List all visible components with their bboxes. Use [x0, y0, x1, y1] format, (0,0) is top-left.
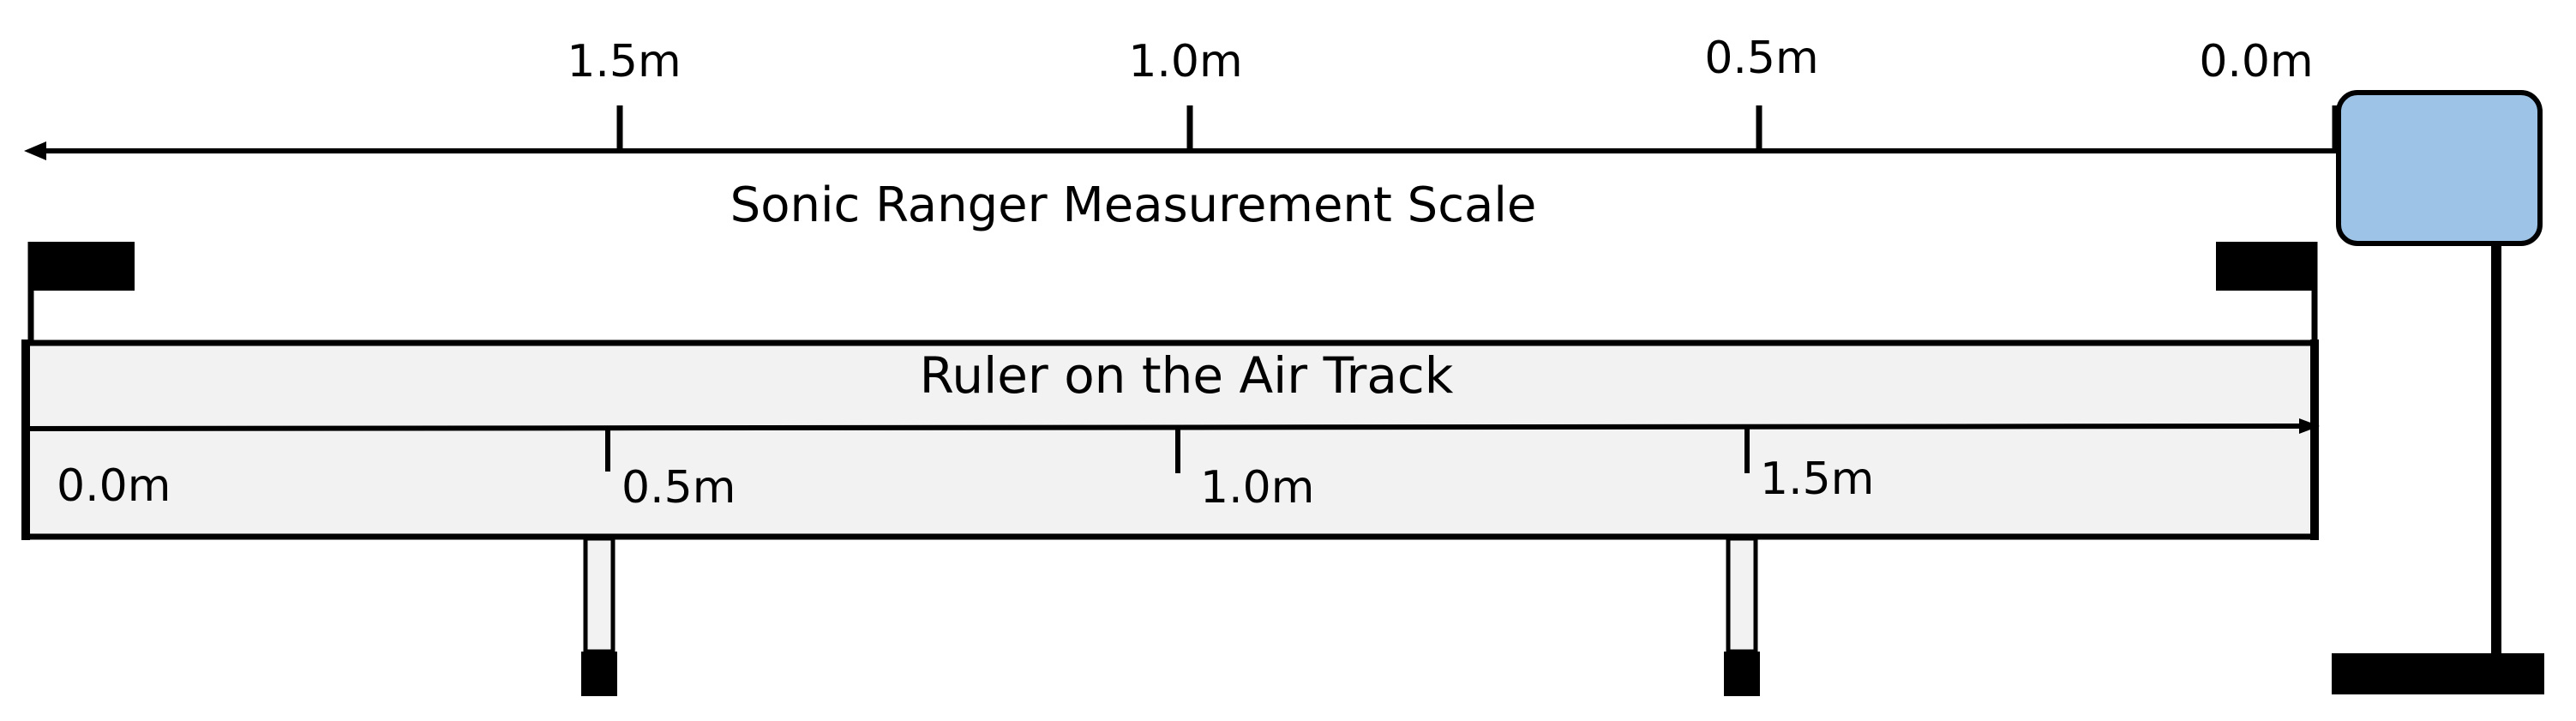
ruler-tick-label-0-5: 0.5m: [621, 462, 736, 514]
sonic-ranger-sensor-box: [2336, 90, 2543, 246]
air-track-title: Ruler on the Air Track: [920, 346, 1454, 405]
ruler-tick-label-1-5: 1.5m: [1760, 454, 1874, 505]
ruler-tick-label-0-0: 0.0m: [57, 460, 171, 512]
sonic-scale-arrowhead-left: [24, 141, 46, 160]
left-support-foot: [581, 652, 617, 696]
right-support-leg: [1726, 536, 1758, 654]
left-bumper-flag: [28, 242, 135, 291]
ruler-tick-label-1-0: 1.0m: [1200, 462, 1314, 514]
sonic-tick-label-0-0: 0.0m: [2199, 36, 2313, 87]
sonic-ranger-stand-base: [2332, 653, 2544, 694]
sonic-tick-label-1-5: 1.5m: [567, 36, 681, 87]
right-support-foot: [1724, 652, 1760, 696]
sonic-tick-label-0-5: 0.5m: [1704, 33, 1818, 84]
right-bumper-flag: [2216, 242, 2317, 291]
sonic-tick-label-1-0: 1.0m: [1128, 36, 1242, 87]
sonic-ranger-scale: 1.5m 1.0m 0.5m 0.0m Sonic Ranger Measure…: [24, 33, 2339, 233]
ruler-arrowhead-right: [2299, 418, 2320, 434]
left-support-leg: [583, 536, 615, 654]
air-track: Ruler on the Air Track 0.0m 0.5m 1.0m 1.…: [21, 242, 2320, 696]
ruler-axis-line: [25, 424, 2300, 431]
sonic-scale-title: Sonic Ranger Measurement Scale: [730, 177, 1537, 233]
sonic-ranger-device: [2332, 90, 2544, 694]
